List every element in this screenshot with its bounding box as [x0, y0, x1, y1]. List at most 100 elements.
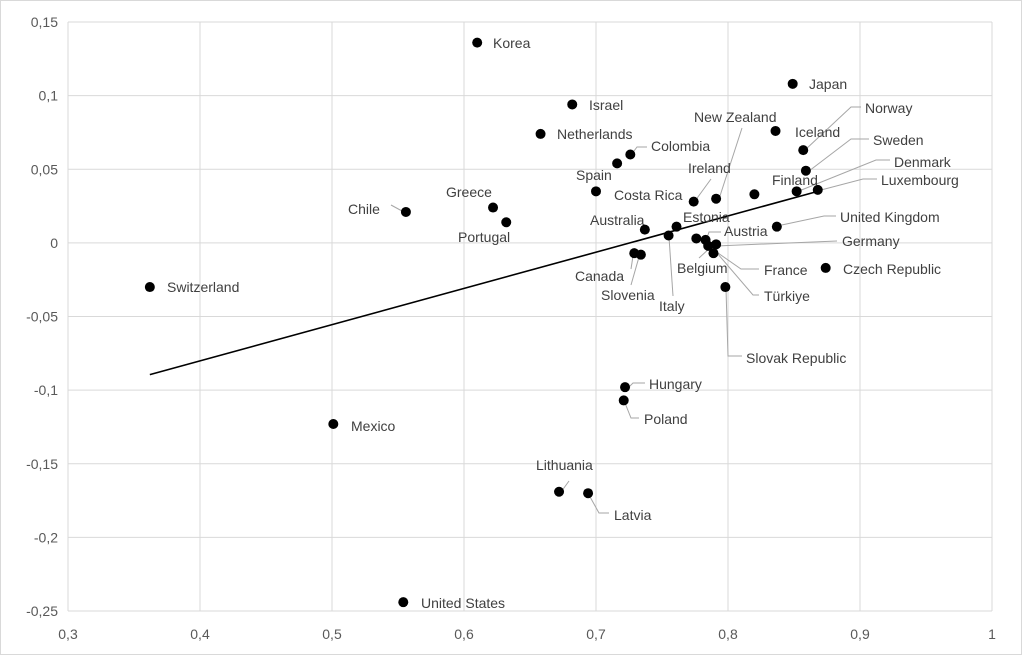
point-hungary	[620, 382, 631, 393]
point-sweden	[800, 165, 811, 176]
trendline	[149, 189, 821, 376]
label-costa-rica: Costa Rica	[614, 187, 683, 203]
point-finland	[749, 189, 760, 200]
point-labels: Korea Japan Israel Norway Iceland Netherlands…	[167, 35, 959, 611]
point-slovak-republic	[691, 233, 702, 244]
data-points	[144, 37, 831, 608]
label-latvia: Latvia	[614, 507, 652, 523]
label-israel: Israel	[589, 97, 623, 113]
point-costa-rica	[591, 186, 601, 197]
label-canada: Canada	[575, 268, 624, 284]
point-portugal	[501, 217, 512, 228]
label-united-kingdom: United Kingdom	[840, 209, 940, 225]
label-norway: Norway	[865, 100, 912, 116]
label-iceland: Iceland	[795, 124, 840, 140]
point-netherlands	[535, 128, 546, 139]
y-tick-label: -0,2	[34, 529, 58, 545]
point-turkiye	[720, 282, 731, 293]
label-germany: Germany	[842, 233, 900, 249]
point-korea	[472, 37, 483, 48]
y-tick-label: -0,1	[34, 382, 58, 398]
leader-line-norway	[804, 106, 861, 151]
point-luxembourg	[812, 184, 823, 195]
label-sweden: Sweden	[873, 132, 924, 148]
point-chile	[400, 206, 411, 217]
point-france	[708, 248, 719, 259]
leader-line-germany	[715, 240, 838, 247]
point-canada	[629, 248, 640, 259]
leader-line-latvia	[588, 494, 609, 514]
trendline-group	[149, 189, 821, 376]
point-japan	[787, 78, 798, 89]
label-czech-republic: Czech Republic	[843, 261, 941, 277]
leader-line-new-zealand	[718, 127, 743, 200]
point-switzerland	[144, 282, 155, 293]
x-tick-label: 0,4	[190, 626, 210, 642]
label-australia: Australia	[590, 212, 645, 228]
leader-line-chile	[390, 204, 403, 212]
label-slovak-republic: Slovak Republic	[746, 350, 846, 366]
x-tick-label: 0,5	[322, 626, 342, 642]
label-new-zealand: New Zealand	[694, 109, 777, 125]
point-germany	[711, 239, 722, 250]
x-tick-label: 0,3	[58, 626, 78, 642]
label-switzerland: Switzerland	[167, 279, 239, 295]
label-belgium: Belgium	[677, 260, 728, 276]
label-slovenia: Slovenia	[601, 287, 655, 303]
point-mexico	[328, 418, 339, 429]
label-finland: Finland	[772, 172, 818, 188]
leader-line-canada	[630, 255, 634, 270]
label-portugal: Portugal	[458, 229, 510, 245]
label-japan: Japan	[809, 76, 847, 92]
point-colombia	[625, 149, 636, 160]
leader-line-slovak-republic	[725, 288, 742, 357]
y-tick-label: 0	[50, 235, 58, 251]
x-axis-ticks: 0,3 0,4 0,5 0,6 0,7 0,8 0,9 1	[58, 626, 996, 642]
label-korea: Korea	[493, 35, 531, 51]
point-ireland	[688, 196, 699, 207]
leader-line-turkiye	[716, 252, 759, 296]
leader-line-ireland	[694, 178, 712, 202]
leader-line-italy	[668, 236, 674, 297]
label-denmark: Denmark	[894, 154, 952, 170]
leader-line-poland	[624, 402, 639, 419]
leader-line-slovenia	[630, 256, 640, 286]
label-spain: Spain	[576, 167, 612, 183]
label-lithuania: Lithuania	[536, 457, 593, 473]
leader-line-luxembourg	[820, 178, 877, 191]
point-italy	[663, 230, 674, 241]
point-denmark	[791, 186, 802, 197]
point-lithuania	[554, 486, 565, 497]
y-tick-label: -0,05	[26, 309, 58, 325]
point-spain	[612, 158, 623, 169]
label-chile: Chile	[348, 201, 380, 217]
y-axis-ticks: 0,15 0,1 0,05 0 -0,05 -0,1 -0,15 -0,2 -0,25	[26, 14, 58, 619]
label-italy: Italy	[659, 298, 685, 314]
y-tick-label: 0,1	[39, 88, 59, 104]
x-tick-label: 0,7	[586, 626, 606, 642]
label-netherlands: Netherlands	[557, 126, 633, 142]
label-estonia: Estonia	[683, 209, 730, 225]
point-latvia	[583, 488, 594, 499]
x-tick-label: 0,8	[718, 626, 738, 642]
point-united-kingdom	[771, 221, 782, 232]
point-estonia	[671, 221, 682, 232]
label-luxembourg: Luxembourg	[881, 172, 959, 188]
label-leaders	[390, 106, 890, 514]
label-hungary: Hungary	[649, 376, 702, 392]
gridlines	[67, 21, 993, 612]
point-new-zealand	[711, 193, 722, 204]
leader-line-united-kingdom	[776, 215, 836, 227]
x-tick-label: 1	[988, 626, 996, 642]
point-belgium	[703, 240, 714, 251]
x-tick-label: 0,6	[454, 626, 474, 642]
leader-line-sweden	[808, 138, 869, 172]
point-iceland	[770, 125, 781, 136]
point-australia	[639, 224, 650, 235]
label-poland: Poland	[644, 411, 688, 427]
y-tick-label: 0,05	[31, 161, 58, 177]
x-tick-label: 0,9	[850, 626, 870, 642]
label-greece: Greece	[446, 184, 492, 200]
